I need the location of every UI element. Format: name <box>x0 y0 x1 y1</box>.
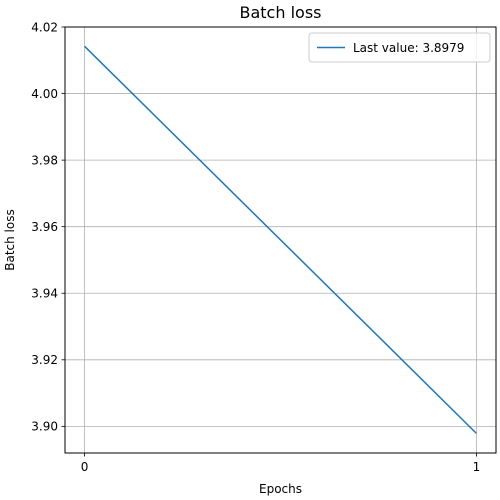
y-tick-label: 3.90 <box>31 420 58 434</box>
plot-frame <box>64 26 497 454</box>
series-layer <box>84 45 477 434</box>
x-tick-label: 0 <box>81 460 89 474</box>
y-tick-label: 3.92 <box>31 353 58 367</box>
y-tick-label: 4.02 <box>31 20 58 34</box>
y-tick-label: 3.94 <box>31 287 58 301</box>
chart-title: Batch loss <box>240 3 322 22</box>
y-axis-label: Batch loss <box>3 209 17 271</box>
y-tick-label: 3.96 <box>31 220 58 234</box>
x-axis-label: Epochs <box>259 482 302 496</box>
ticks: 3.90 3.92 3.94 3.96 3.98 4.00 4.02 0 1 <box>31 20 480 474</box>
y-tick-label: 3.98 <box>31 153 58 167</box>
series-line <box>84 45 477 434</box>
legend-label: Last value: 3.8979 <box>353 41 464 55</box>
y-tick-label: 4.00 <box>31 87 58 101</box>
x-tick-label: 1 <box>473 460 481 474</box>
legend-box <box>308 32 491 63</box>
legend: Last value: 3.8979 <box>308 32 491 63</box>
